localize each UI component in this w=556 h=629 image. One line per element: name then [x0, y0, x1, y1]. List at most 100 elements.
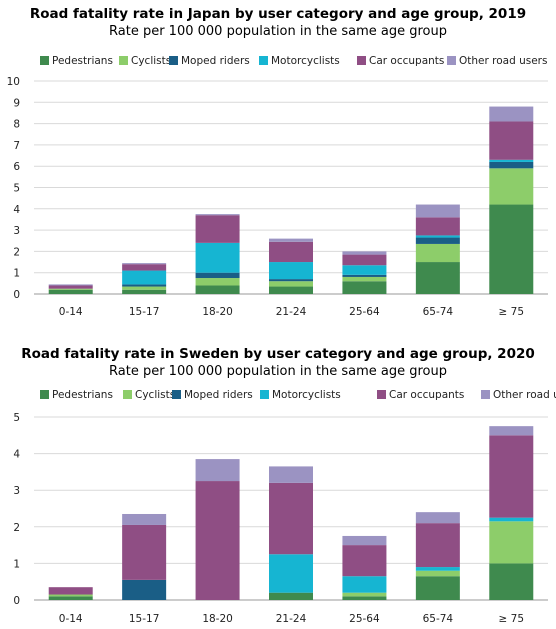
bar-segment-other-road-users: [415, 204, 460, 218]
x-tick-label: 15-17: [129, 613, 160, 625]
legend-label: Cyclists: [135, 389, 175, 401]
legend-label: Moped riders: [181, 55, 250, 67]
x-tick-label: 15-17: [129, 306, 160, 318]
bar-segment-moped-riders: [342, 274, 387, 277]
legend-item-other-road-users: Other road users: [447, 55, 547, 67]
chart-title: Road fatality rate in Japan by user cate…: [29, 6, 527, 22]
bar-segment-motorcyclists: [415, 235, 460, 238]
legend-item-other-road-users: Other road users: [481, 389, 556, 401]
bar-segment-car-occupants: [195, 215, 240, 243]
bar-segment-cyclists: [195, 278, 240, 286]
bar-segment-motorcyclists: [342, 265, 387, 275]
bar-segment-other-road-users: [122, 513, 167, 525]
bar-segment-other-road-users: [489, 106, 534, 122]
bar-segment-other-road-users: [269, 466, 313, 483]
bar-segment-pedestrians: [195, 285, 240, 294]
bar-stack-21-24: [269, 466, 313, 600]
bar-segment-cyclists: [489, 168, 534, 205]
legend-label: Cyclists: [131, 55, 171, 67]
bar-segment-car-occupants: [489, 435, 534, 518]
bar-segment-moped-riders: [415, 237, 460, 244]
legend-item-pedestrians: Pedestrians: [40, 389, 113, 401]
legend-item-cyclists: Cyclists: [119, 55, 171, 67]
bar-segment-pedestrians: [48, 289, 93, 294]
bar-segment-other-road-users: [342, 251, 387, 255]
x-tick-label: 18-20: [202, 613, 233, 625]
bar-segment-motorcyclists: [342, 576, 387, 593]
legend-label: Moped riders: [184, 389, 253, 401]
y-tick-label: 6: [13, 161, 20, 173]
bar-stack-65-74: [415, 204, 460, 294]
bar-segment-motorcyclists: [195, 242, 240, 273]
legend-label: Pedestrians: [52, 55, 113, 67]
japan-stacked-bar-chart: Pedestrians Cyclists Moped riders Motorcycl…: [7, 55, 548, 318]
bar-segment-other-road-users: [342, 535, 387, 546]
bar-segment-car-occupants: [342, 254, 387, 266]
bar-segment-car-occupants: [415, 217, 460, 236]
bar-segment-moped-riders: [195, 272, 240, 279]
legend-item-car-occupants: Car occupants: [357, 55, 444, 67]
x-tick-label: 65-74: [423, 306, 454, 318]
bar-segment-other-road-users: [489, 426, 534, 436]
bar-segment-car-occupants: [342, 545, 387, 577]
bar-segment-motorcyclists: [269, 554, 313, 593]
x-tick-label: ≥ 75: [499, 306, 525, 318]
legend-label: Car occupants: [369, 55, 444, 67]
bar-segment-motorcyclists: [489, 517, 534, 522]
bar-stack-65-74: [415, 512, 460, 600]
bar-segment-other-road-users: [122, 263, 167, 265]
bar-segment-pedestrians: [489, 204, 534, 294]
legend-label: Pedestrians: [52, 389, 113, 401]
bar-segment-pedestrians: [489, 563, 534, 600]
y-tick-label: 4: [13, 204, 20, 216]
y-tick-label: 8: [13, 119, 20, 131]
y-tick-label: 4: [13, 449, 20, 461]
bar-stack-15-17: [122, 263, 167, 294]
bar-segment-pedestrians: [122, 289, 167, 294]
legend-label: Motorcyclists: [271, 55, 340, 67]
bar-segment-moped-riders: [489, 161, 534, 169]
bar-segment-other-road-users: [195, 214, 240, 216]
bar-stack-18-20: [195, 459, 240, 600]
bar-segment-moped-riders: [122, 579, 167, 600]
bar-segment-pedestrians: [269, 592, 313, 600]
legend-label: Motorcyclists: [272, 389, 341, 401]
bar-segment-motorcyclists: [415, 567, 460, 571]
y-tick-label: 0: [13, 595, 20, 607]
legend-item-moped-riders: Moped riders: [172, 389, 253, 401]
legend-swatch: [377, 390, 386, 399]
y-tick-label: 5: [13, 412, 20, 424]
chart-title: Road fatality rate in Sweden by user cat…: [21, 346, 535, 362]
legend-swatch: [447, 56, 456, 65]
bar-segment-moped-riders: [269, 279, 313, 282]
y-tick-label: 1: [13, 558, 20, 570]
bar-segment-car-occupants: [269, 241, 313, 263]
x-tick-label: 25-64: [349, 613, 380, 625]
legend-item-moped-riders: Moped riders: [169, 55, 250, 67]
bar-segment-cyclists: [342, 276, 387, 282]
bar-segment-pedestrians: [48, 596, 93, 600]
x-tick-label: 25-64: [349, 306, 380, 318]
bar-segment-cyclists: [122, 286, 167, 290]
legend-swatch: [123, 390, 132, 399]
y-tick-label: 10: [7, 76, 20, 88]
bar-segment-pedestrians: [342, 281, 387, 294]
bar-segment-car-occupants: [195, 481, 240, 600]
x-tick-label: 0-14: [59, 306, 83, 318]
y-tick-label: 2: [13, 522, 20, 534]
y-tick-label: 7: [13, 140, 20, 152]
sweden-chart-panel: Road fatality rate in Sweden by user cat…: [0, 340, 556, 629]
bar-stack-21-24: [269, 238, 313, 294]
y-tick-label: 3: [13, 485, 20, 497]
x-tick-label: 21-24: [276, 613, 307, 625]
bar-segment-pedestrians: [342, 596, 387, 600]
legend-label: Other road users: [459, 55, 547, 67]
bar-segment-car-occupants: [269, 482, 313, 555]
y-tick-label: 1: [13, 268, 20, 280]
bar-segment-moped-riders: [122, 284, 167, 287]
bar-stack-25-64: [342, 535, 387, 600]
bar-stack-15-17: [122, 513, 167, 600]
bar-segment-cyclists: [269, 281, 313, 287]
bar-segment-cyclists: [489, 521, 534, 564]
y-tick-label: 5: [13, 183, 20, 195]
